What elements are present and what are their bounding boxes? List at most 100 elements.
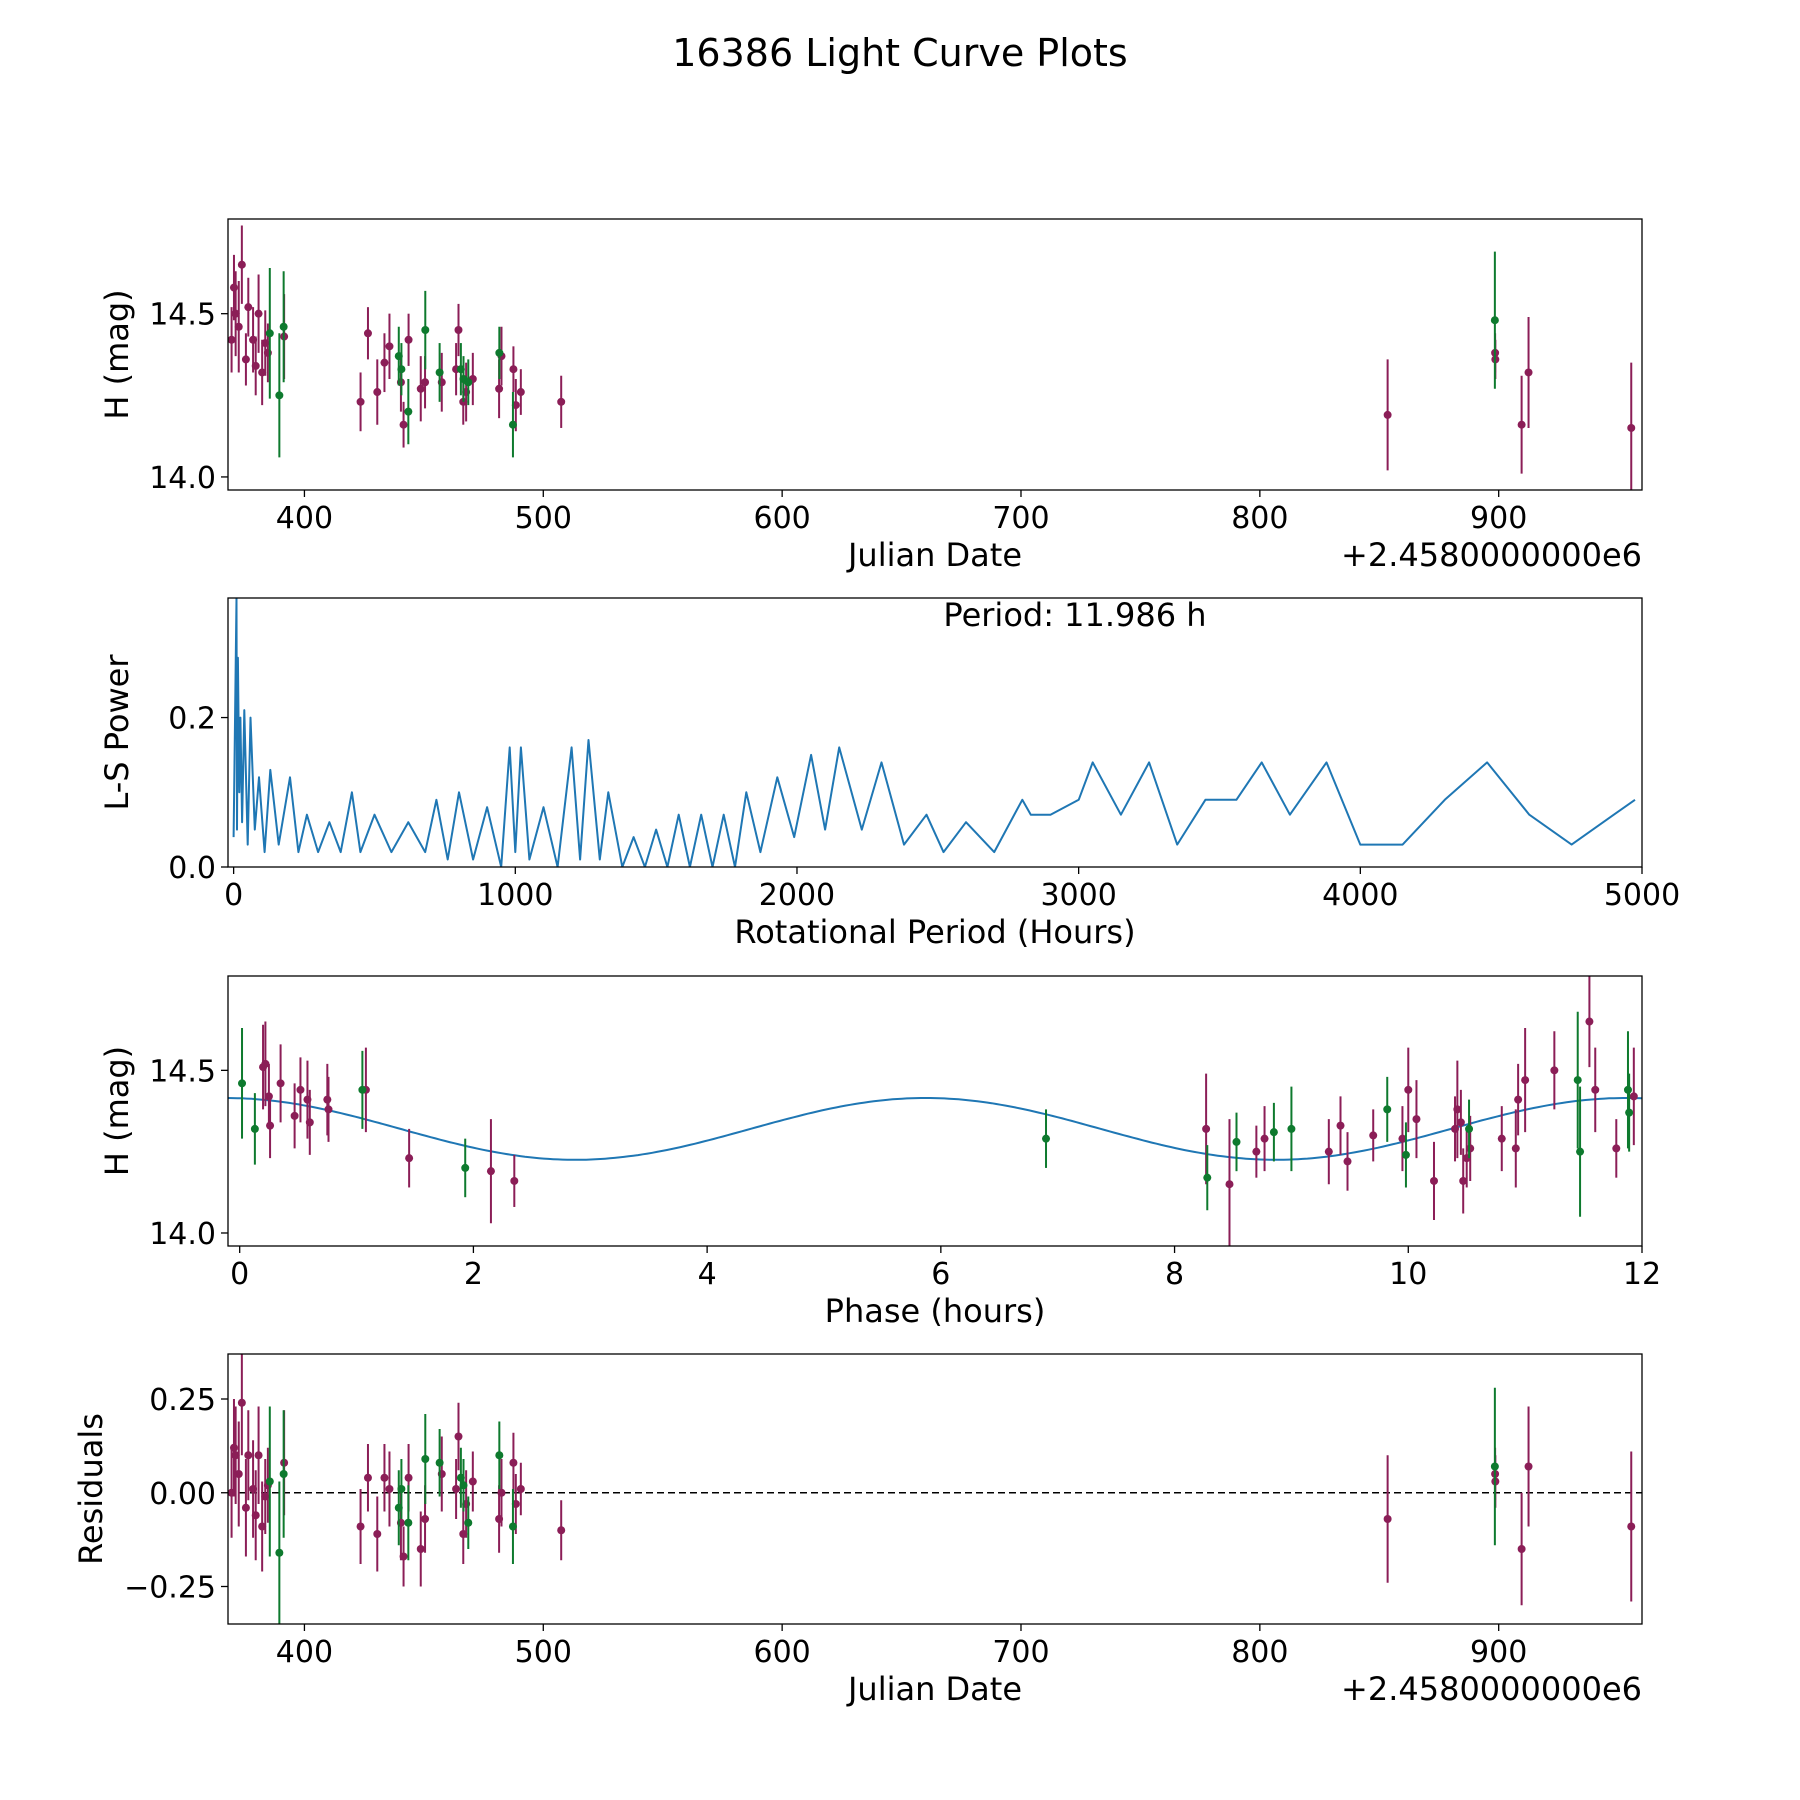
data-point-r xyxy=(452,1459,461,1519)
panel-periodogram: 0 1000 2000 3000 4000 5000 0.0 0.2 Rotational Pe… xyxy=(98,596,1680,951)
data-point-g xyxy=(358,1050,367,1129)
data-marker xyxy=(380,1473,389,1482)
data-point-r xyxy=(1517,1492,1526,1606)
data-point-r xyxy=(1324,1119,1333,1185)
data-marker xyxy=(265,329,274,338)
data-point-g xyxy=(1490,251,1499,389)
data-marker xyxy=(1404,1085,1413,1094)
x-axis-label: Phase (hours) xyxy=(825,1292,1046,1330)
data-marker xyxy=(454,326,463,335)
data-point-r xyxy=(251,336,260,396)
data-marker xyxy=(1456,1118,1465,1127)
data-point-r xyxy=(1398,1106,1407,1172)
data-marker xyxy=(509,1458,518,1467)
data-point-g xyxy=(250,1093,259,1165)
y-axis-label: Residuals xyxy=(72,1413,110,1565)
data-point-g xyxy=(397,343,406,396)
data-marker xyxy=(508,1522,517,1531)
data-point-r xyxy=(380,333,389,393)
x-tick-label: 0 xyxy=(230,1257,249,1292)
data-marker xyxy=(1612,1144,1621,1153)
data-point-r xyxy=(244,277,253,337)
axes-frame xyxy=(227,1353,1643,1625)
data-point-r xyxy=(468,1451,477,1512)
data-point-g xyxy=(1573,1011,1582,1149)
data-marker xyxy=(557,1526,566,1535)
data-point-g xyxy=(275,333,284,458)
data-marker xyxy=(1383,1515,1392,1523)
data-point-r xyxy=(241,1459,250,1557)
data-point-r xyxy=(1202,1073,1211,1185)
data-point-g xyxy=(1465,1099,1474,1159)
data-point-r xyxy=(356,1489,365,1564)
x-tick-label: 400 xyxy=(276,1635,333,1670)
x-tick-label: 800 xyxy=(1231,501,1288,536)
data-point-r xyxy=(251,1470,260,1561)
data-marker xyxy=(1585,1017,1594,1026)
data-marker xyxy=(244,1451,253,1460)
data-marker xyxy=(1203,1173,1212,1182)
data-marker xyxy=(510,1176,519,1185)
data-marker xyxy=(459,1481,468,1490)
data-point-g xyxy=(1287,1086,1296,1172)
data-point-r xyxy=(416,1511,425,1587)
data-marker xyxy=(231,1451,240,1460)
data-marker xyxy=(461,1163,470,1172)
data-marker xyxy=(399,1552,408,1561)
data-marker xyxy=(385,342,394,351)
data-marker xyxy=(1383,410,1392,419)
x-offset-text: +2.4580000000e6 xyxy=(1341,536,1642,574)
data-point-r xyxy=(258,339,267,406)
x-tick-label: 5000 xyxy=(1604,878,1680,913)
x-tick-label: 500 xyxy=(515,501,572,536)
data-marker xyxy=(1287,1124,1296,1133)
data-marker xyxy=(1623,1085,1632,1094)
data-marker xyxy=(254,309,263,318)
data-marker xyxy=(264,1092,273,1101)
data-marker xyxy=(1225,1180,1234,1189)
plot-area xyxy=(232,598,1636,867)
data-point-g xyxy=(1042,1109,1051,1168)
data-marker xyxy=(421,378,430,387)
data-point-r xyxy=(1343,1132,1352,1191)
data-marker xyxy=(279,1470,288,1478)
data-marker xyxy=(404,335,413,344)
data-point-g xyxy=(404,1485,413,1561)
data-point-r xyxy=(1383,359,1392,471)
data-point-g xyxy=(1232,1112,1241,1172)
data-marker xyxy=(363,1473,372,1482)
data-marker xyxy=(1629,1092,1638,1101)
data-point-r xyxy=(1453,1060,1462,1159)
data-marker xyxy=(1497,1134,1506,1143)
data-point-r xyxy=(1456,1089,1465,1155)
data-marker xyxy=(238,1079,247,1088)
data-marker xyxy=(1401,1150,1410,1159)
data-point-r xyxy=(228,307,236,373)
data-point-g xyxy=(279,271,288,383)
data-marker xyxy=(497,1488,506,1497)
data-marker xyxy=(509,365,518,374)
data-marker xyxy=(1260,1134,1269,1143)
data-marker xyxy=(454,1432,463,1441)
data-point-r xyxy=(234,281,243,373)
data-marker xyxy=(416,1545,425,1553)
data-point-g xyxy=(1383,1076,1392,1142)
data-point-r xyxy=(305,1089,314,1155)
data-point-r xyxy=(363,307,372,360)
data-marker xyxy=(234,1470,243,1478)
data-point-r xyxy=(1260,1106,1269,1172)
data-point-g xyxy=(464,1496,473,1549)
data-marker xyxy=(1466,1144,1475,1153)
data-marker xyxy=(229,283,238,292)
data-marker xyxy=(1490,316,1499,325)
data-point-g xyxy=(1623,1031,1632,1149)
data-point-r xyxy=(1497,1106,1506,1172)
data-marker xyxy=(1511,1144,1520,1153)
data-point-r xyxy=(266,1093,275,1159)
data-point-r xyxy=(509,346,518,393)
panel-phased: 0 2 4 6 8 10 12 14.0 14.5 Phase (hours) H (mag) xyxy=(98,975,1661,1330)
plot-area xyxy=(228,225,1636,490)
data-marker xyxy=(464,1518,473,1527)
data-marker xyxy=(421,1455,430,1463)
